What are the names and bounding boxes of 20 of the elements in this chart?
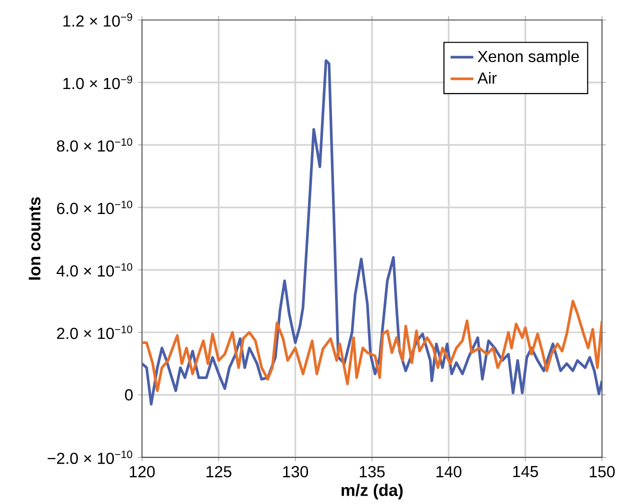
y-tick-label: −2.0 × 10$^{−10}$	[48, 450, 132, 464]
x-tick-label: 140	[436, 466, 462, 478]
y-axis-title: Ion counts	[28, 197, 40, 280]
x-tick-label: 145	[513, 466, 538, 478]
y-tick-label: 0	[125, 389, 133, 400]
y-tick-label: 4.0 × 10$^{−10}$	[56, 263, 132, 277]
line-series	[142, 300, 602, 392]
x-tick-label: 135	[360, 466, 385, 478]
x-tick-label: 150	[590, 466, 615, 478]
x-tick-label: 130	[283, 466, 308, 478]
x-axis-title: m/z (da)	[342, 484, 403, 500]
x-tick-label: 120	[130, 466, 155, 478]
y-tick-label: 8.0 × 10$^{−10}$	[56, 138, 132, 152]
y-tick-label: 1.2 × 10$^{−9}$	[63, 13, 132, 27]
y-tick-label: 1.0 × 10$^{−9}$	[63, 76, 132, 90]
y-tick-label: 6.0 × 10$^{−10}$	[57, 200, 132, 214]
y-tick-label: 2.0 × 10$^{−10}$	[57, 326, 132, 340]
legend-label: Air	[477, 72, 497, 84]
x-tick-label: 125	[206, 466, 232, 478]
legend-label: Xenon sample	[478, 50, 579, 66]
